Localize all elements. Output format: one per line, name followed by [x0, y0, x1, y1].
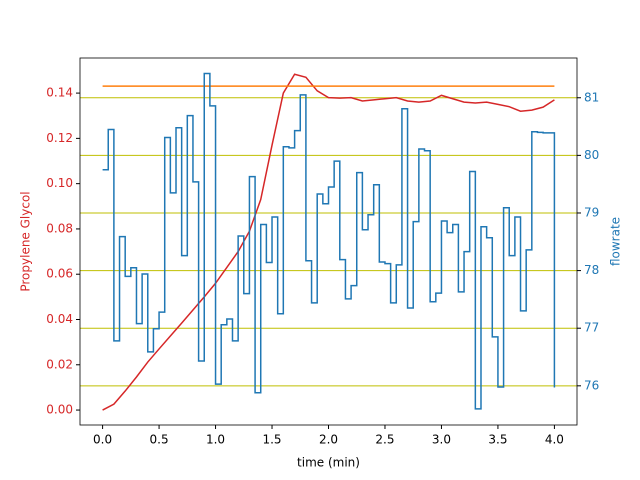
y-tick-label: 0.12: [46, 131, 73, 145]
y2-tick-label: 78: [584, 263, 599, 277]
x-tick-label: 0.5: [150, 433, 169, 447]
y-tick-label: 0.06: [46, 267, 73, 281]
x-axis-label: time (min): [297, 456, 360, 470]
y2-tick-label: 81: [584, 90, 599, 104]
y-tick-label: 0.00: [46, 403, 73, 417]
y2-tick-label: 76: [584, 378, 599, 392]
y2-tick-label: 79: [584, 205, 599, 219]
series-line: [102, 72, 556, 410]
y2-tick-label: 80: [584, 148, 599, 162]
y-axis-label: Propylene Glycol: [19, 191, 33, 291]
y-tick-label: 0.14: [46, 86, 73, 100]
x-tick-label: 1.5: [262, 433, 281, 447]
x-tick-label: 4.0: [545, 433, 564, 447]
y-tick-label: 0.04: [46, 312, 73, 326]
series-line: [102, 73, 555, 411]
x-tick-label: 1.0: [206, 433, 225, 447]
y-tick-label: 0.08: [46, 221, 73, 235]
y2-axis-label: flowrate: [609, 217, 623, 266]
x-tick-label: 2.0: [319, 433, 338, 447]
x-tick-label: 2.5: [375, 433, 394, 447]
y-tick-label: 0.02: [46, 357, 73, 371]
y-tick-label: 0.10: [46, 176, 73, 190]
x-tick-label: 0.0: [93, 433, 112, 447]
x-tick-label: 3.5: [488, 433, 507, 447]
y2-tick-label: 77: [584, 321, 599, 335]
x-tick-label: 3.0: [432, 433, 451, 447]
